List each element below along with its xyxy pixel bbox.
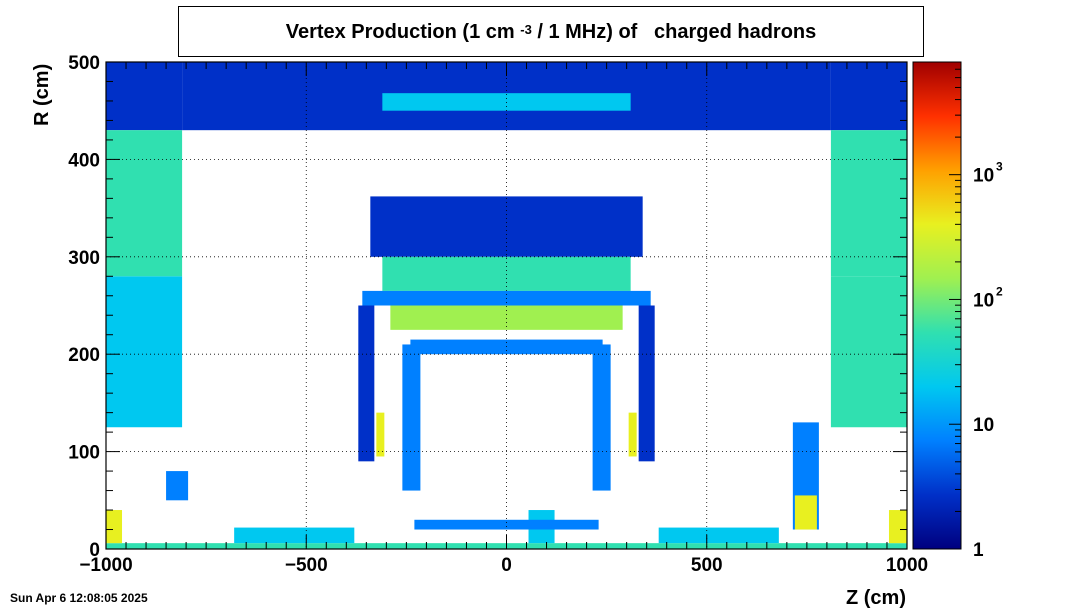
region-right-hot-strip bbox=[628, 412, 637, 457]
chart-title-box: Vertex Production (1 cm -3 / 1 MHz) of c… bbox=[178, 6, 924, 57]
y-tick-label: 500 bbox=[68, 53, 100, 74]
region-endcap-yoke-left bbox=[106, 276, 183, 428]
colorbar-label: 1 bbox=[973, 540, 984, 561]
region-beamline-left-section bbox=[234, 527, 355, 544]
colorbar-label: 10 bbox=[973, 166, 994, 187]
colorbar-label: 10 bbox=[973, 290, 994, 311]
colorbar bbox=[912, 61, 962, 550]
region-small-block-left bbox=[166, 471, 189, 501]
y-tick-label: 100 bbox=[68, 443, 100, 464]
region-forward-left-block bbox=[106, 510, 123, 544]
region-endcap-yoke-left-upper bbox=[106, 130, 183, 277]
y-tick-label: 300 bbox=[68, 248, 100, 269]
region-outer-shell-band bbox=[382, 93, 631, 111]
chart-title: Vertex Production (1 cm -3 / 1 MHz) of c… bbox=[285, 21, 817, 43]
colorbar-label-exponent: 3 bbox=[996, 160, 1003, 174]
x-axis-label: Z (cm) bbox=[846, 587, 906, 609]
region-inner-ring bbox=[414, 519, 599, 530]
title-superscript: -3 bbox=[520, 22, 532, 37]
region-tracker-right-wall bbox=[592, 344, 611, 491]
region-endcap-yoke-right-upper bbox=[830, 130, 907, 277]
x-tick-label: 0 bbox=[501, 555, 512, 576]
region-hcal-barrel bbox=[382, 256, 631, 291]
y-axis-label: R (cm) bbox=[31, 64, 53, 126]
timestamp: Sun Apr 6 12:08:05 2025 bbox=[10, 591, 148, 605]
x-tick-label: −500 bbox=[285, 555, 328, 576]
region-forward-right-block bbox=[888, 510, 907, 544]
y-tick-label: 200 bbox=[68, 345, 100, 366]
tick-labels: −1000 −500 0 500 1000 0 100 200 300 400 500 bbox=[68, 53, 928, 576]
grid-lines bbox=[106, 62, 907, 549]
x-tick-label: −1000 bbox=[79, 555, 132, 576]
axis-ticks bbox=[105, 61, 908, 550]
x-tick-label: 500 bbox=[691, 555, 723, 576]
region-tracker-left-wall bbox=[402, 344, 421, 491]
heatmap-regions bbox=[106, 62, 907, 549]
region-endcap-yoke-right bbox=[830, 276, 907, 428]
region-beamline-right-section bbox=[658, 527, 779, 544]
region-mid-right-tower-hot bbox=[794, 495, 817, 530]
colorbar-label: 10 bbox=[973, 415, 994, 436]
x-tick-label: 1000 bbox=[886, 555, 928, 576]
y-tick-label: 0 bbox=[89, 540, 100, 561]
colorbar-label-exponent: 2 bbox=[996, 284, 1003, 298]
region-right-wall bbox=[638, 305, 655, 462]
region-ecal-barrel bbox=[390, 305, 623, 330]
region-left-wall bbox=[358, 305, 375, 462]
y-tick-label: 400 bbox=[68, 150, 100, 171]
region-forward-shell-right bbox=[830, 62, 907, 131]
region-left-hot-strip bbox=[376, 412, 385, 457]
region-forward-shell-left bbox=[106, 62, 183, 131]
